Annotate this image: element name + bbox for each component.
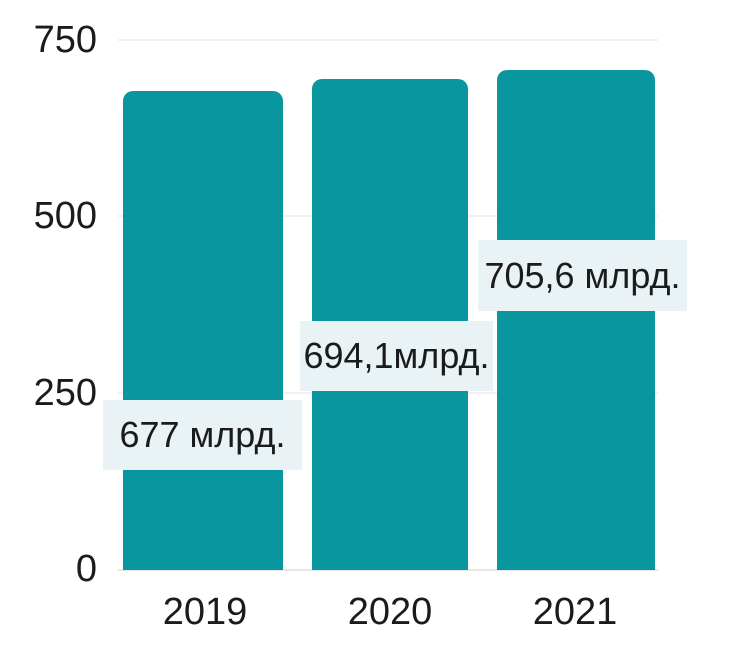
gridline-750	[118, 39, 658, 41]
y-axis-tick-750: 750	[33, 19, 97, 61]
y-axis-tick-500: 500	[33, 195, 97, 237]
value-callout-2021: 705,6 млрд.	[478, 240, 687, 311]
y-axis-tick-0: 0	[75, 548, 97, 590]
value-callout-2020: 694,1млрд.	[300, 321, 493, 391]
bar-2021	[497, 70, 655, 570]
bar-2019	[123, 91, 283, 570]
x-axis-label-2019: 2019	[162, 591, 248, 633]
gridline-baseline	[118, 569, 658, 571]
x-axis-label-2021: 2021	[532, 591, 618, 633]
x-axis-label-2020: 2020	[347, 591, 433, 633]
value-label-2020: 694,1млрд.	[303, 335, 490, 376]
value-callout-2019: 677 млрд.	[103, 400, 302, 470]
value-label-2021: 705,6 млрд.	[484, 254, 681, 296]
y-axis-tick-250: 250	[33, 372, 97, 414]
value-label-2019: 677 млрд.	[119, 414, 286, 455]
